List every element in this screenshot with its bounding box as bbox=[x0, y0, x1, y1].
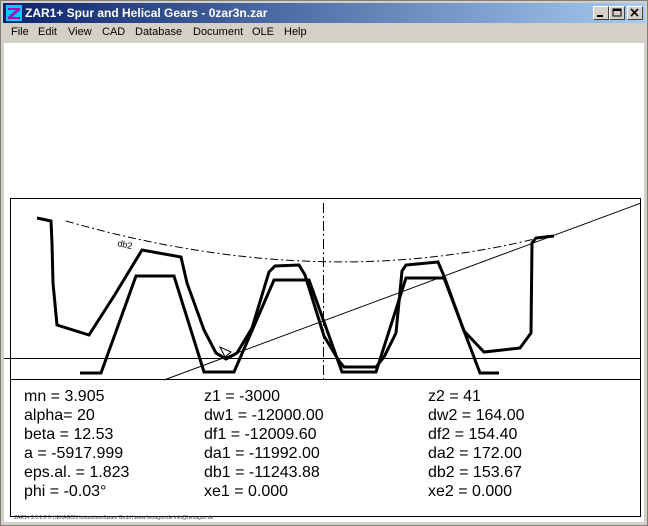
menu-database[interactable]: Database bbox=[135, 26, 183, 38]
minimize-button[interactable] bbox=[593, 6, 609, 20]
maximize-button[interactable] bbox=[609, 6, 625, 20]
param-eps-al: eps.al. = 1.823 bbox=[24, 464, 130, 481]
title-bar[interactable]: ZAR1+ Spur and Helical Gears - 0zar3n.za… bbox=[3, 3, 645, 23]
copyright-footer: ZAR1+ 2.0.1.0 © HEXAGON Industriesoftwar… bbox=[14, 515, 214, 521]
menu-edit[interactable]: Edit bbox=[38, 26, 57, 38]
param-db1: db1 = -11243.88 bbox=[204, 464, 320, 481]
param-da2: da2 = 172.00 bbox=[428, 445, 522, 462]
param-a: a = -5917.999 bbox=[24, 445, 124, 462]
drawing-area[interactable]: db2 mn = 3.905 alpha= 20 beta = 12.53 a … bbox=[4, 43, 644, 522]
arrow-marker bbox=[218, 345, 232, 358]
param-phi: phi = -0.03° bbox=[24, 483, 107, 500]
param-mn: mn = 3.905 bbox=[24, 388, 105, 405]
menu-document[interactable]: Document bbox=[193, 26, 244, 38]
param-xe2: xe2 = 0.000 bbox=[428, 483, 513, 500]
param-xe1: xe1 = 0.000 bbox=[204, 483, 289, 500]
window-title: ZAR1+ Spur and Helical Gears - 0zar3n.za… bbox=[25, 6, 268, 20]
zar-app-icon[interactable] bbox=[6, 5, 22, 21]
drawing-frame bbox=[10, 198, 641, 517]
param-z1: z1 = -3000 bbox=[204, 388, 281, 405]
param-alpha: alpha= 20 bbox=[24, 407, 95, 424]
gear-drawing: db2 bbox=[4, 198, 642, 517]
param-df2: df2 = 154.40 bbox=[428, 426, 518, 443]
param-beta: beta = 12.53 bbox=[24, 426, 114, 443]
menu-file[interactable]: File bbox=[11, 26, 29, 38]
base-circle-label: db2 bbox=[117, 238, 134, 251]
menu-bar: File Edit View CAD Database Document OLE… bbox=[3, 24, 645, 42]
gear1-tooth-profile bbox=[80, 274, 499, 375]
param-dw1: dw1 = -12000.00 bbox=[204, 407, 324, 424]
param-da1: da1 = -11992.00 bbox=[204, 445, 320, 462]
gear2-tooth-profile bbox=[36, 216, 555, 369]
param-z2: z2 = 41 bbox=[428, 388, 481, 405]
param-db2: db2 = 153.67 bbox=[428, 464, 522, 481]
param-df1: df1 = -12009.60 bbox=[204, 426, 317, 443]
menu-cad[interactable]: CAD bbox=[102, 26, 126, 38]
param-dw2: dw2 = 164.00 bbox=[428, 407, 525, 424]
menu-help[interactable]: Help bbox=[284, 26, 307, 38]
close-button[interactable] bbox=[627, 6, 643, 20]
menu-view[interactable]: View bbox=[68, 26, 92, 38]
menu-ole[interactable]: OLE bbox=[252, 26, 275, 38]
